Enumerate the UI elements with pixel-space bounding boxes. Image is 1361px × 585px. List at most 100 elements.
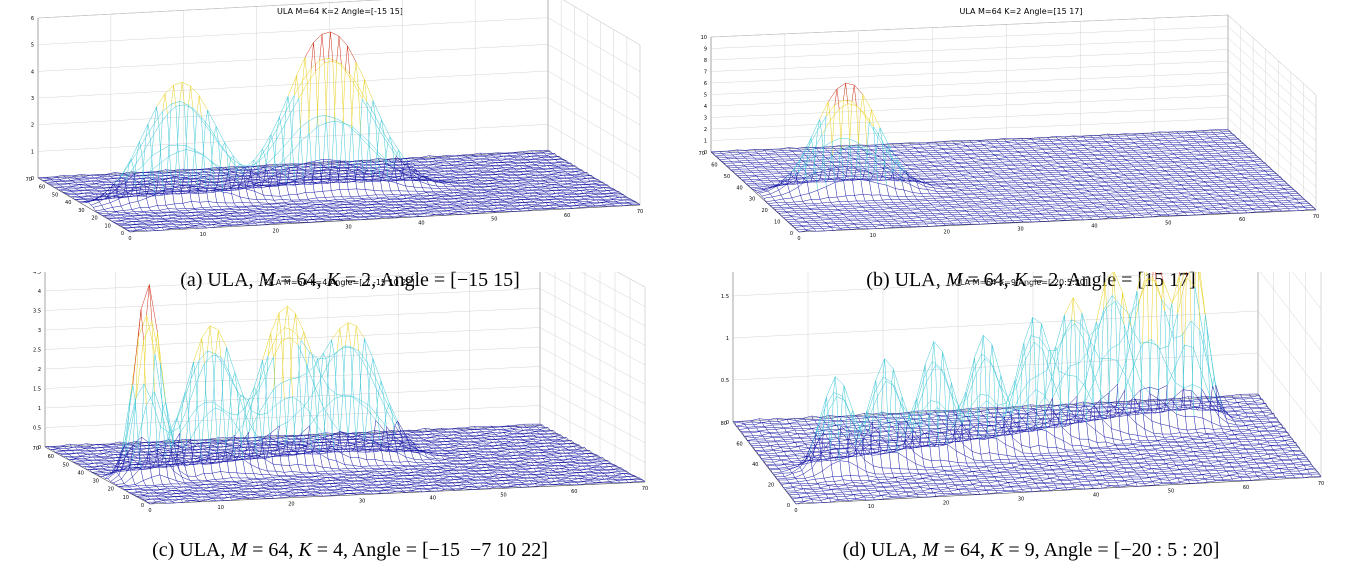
mesh-line <box>231 219 233 222</box>
mesh-line <box>568 194 570 196</box>
mesh-line <box>325 214 334 216</box>
mesh-line <box>301 173 310 174</box>
mesh-line <box>207 210 216 211</box>
mesh-line <box>433 191 442 192</box>
mesh-line <box>196 210 198 212</box>
mesh-line <box>77 178 86 179</box>
mesh-line <box>307 121 309 163</box>
mesh-line <box>484 172 486 174</box>
mesh-line <box>508 192 516 193</box>
mesh-line <box>425 214 434 215</box>
mesh-line <box>334 165 343 167</box>
x-tick-label: 70 <box>637 209 643 215</box>
mesh-line <box>272 206 281 207</box>
mesh-line <box>302 201 304 203</box>
mesh-line <box>130 203 132 210</box>
mesh-line <box>504 180 506 181</box>
mesh-line <box>197 215 206 216</box>
mesh-line <box>389 214 398 215</box>
mesh-line <box>327 121 336 123</box>
mesh-line <box>357 162 366 164</box>
mesh-line <box>162 173 171 174</box>
mesh-line <box>334 61 336 118</box>
mesh-line <box>393 212 395 214</box>
mesh-line <box>402 194 411 195</box>
mesh-line <box>576 188 578 190</box>
mesh-line <box>102 205 104 209</box>
mesh-line <box>268 220 270 221</box>
mesh-line <box>435 182 437 186</box>
mesh-line <box>392 205 394 208</box>
mesh-line <box>80 191 82 194</box>
mesh-line <box>542 174 551 175</box>
mesh-line <box>528 175 537 177</box>
mesh-line <box>265 144 274 156</box>
mesh-line <box>47 182 56 183</box>
mesh-line <box>191 86 193 108</box>
mesh-line <box>393 195 395 197</box>
mesh-line <box>499 208 508 209</box>
mesh-line <box>570 206 572 208</box>
mesh-line <box>219 185 228 186</box>
mesh-line <box>181 186 183 204</box>
mesh-line <box>272 216 274 219</box>
mesh-line <box>444 159 453 160</box>
mesh-line <box>450 168 452 170</box>
mesh-line <box>57 178 66 179</box>
mesh-line <box>384 205 393 206</box>
mesh-line <box>100 175 109 176</box>
mesh-line <box>368 195 377 196</box>
mesh-line <box>235 217 237 219</box>
mesh-line <box>195 220 204 221</box>
mesh-line <box>166 204 175 205</box>
mesh-line <box>584 183 586 184</box>
mesh-line <box>275 208 277 209</box>
mesh-line <box>458 200 467 202</box>
mesh-line <box>454 166 456 167</box>
mesh-line <box>204 219 213 220</box>
mesh-line <box>406 159 415 160</box>
mesh-line <box>395 197 397 198</box>
x-tick-label: 10 <box>200 232 206 238</box>
mesh-line <box>129 225 131 227</box>
mesh-line <box>589 185 591 187</box>
mesh-line <box>217 222 226 223</box>
mesh-line <box>321 201 330 202</box>
mesh-line <box>348 211 357 213</box>
mesh-line <box>242 183 244 184</box>
mesh-line <box>122 215 124 217</box>
mesh-line <box>354 204 363 205</box>
mesh-line <box>73 187 82 188</box>
mesh-line <box>398 204 407 205</box>
mesh-line <box>321 202 323 204</box>
z-grid-line <box>711 84 1228 106</box>
mesh-line <box>544 169 553 170</box>
mesh-line <box>342 215 344 216</box>
mesh-line <box>546 203 548 206</box>
mesh-line <box>474 209 483 211</box>
mesh-line <box>419 194 421 195</box>
mesh-line <box>347 206 356 207</box>
mesh-line <box>202 207 211 208</box>
mesh-line <box>497 185 506 186</box>
x-tick-label: 60 <box>564 213 570 219</box>
mesh-line <box>442 191 444 192</box>
mesh-line <box>222 143 224 149</box>
mesh-line <box>505 163 507 165</box>
mesh-line <box>244 222 253 223</box>
mesh-line <box>139 230 148 231</box>
mesh-line <box>126 212 135 213</box>
mesh-line <box>277 170 286 171</box>
mesh-line <box>527 170 536 171</box>
mesh-line <box>354 210 363 211</box>
mesh-line <box>537 197 546 199</box>
mesh-line <box>297 76 299 99</box>
mesh-line <box>322 207 324 209</box>
mesh-line <box>200 224 202 225</box>
mesh-line <box>525 168 534 169</box>
mesh-line <box>391 199 400 200</box>
mesh-line <box>189 184 198 185</box>
mesh-line <box>502 177 511 178</box>
mesh-line <box>420 182 429 185</box>
